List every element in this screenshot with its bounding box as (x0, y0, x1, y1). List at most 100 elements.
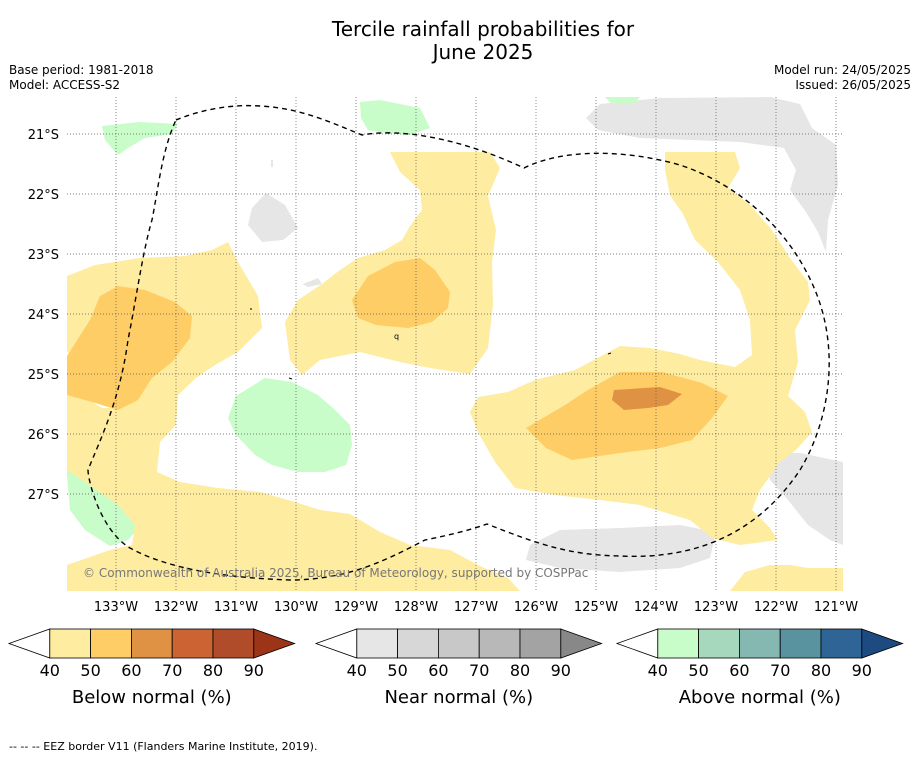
lon-label: 127°W (454, 600, 498, 615)
colorbar-segment (90, 628, 132, 659)
lon-label: 129°W (334, 600, 378, 615)
colorbar-segment (820, 628, 863, 659)
colorbar-segment (397, 628, 439, 659)
lat-label: 25°S (28, 368, 59, 383)
contour-speck (607, 352, 612, 355)
near-normal-region-south (526, 525, 716, 572)
lat-label: 27°S (28, 488, 59, 503)
colorbar-tick-label: 80 (203, 661, 223, 680)
colorbar-segment (130, 628, 173, 659)
lat-label: 24°S (28, 308, 59, 323)
probability-map: q © Commonwealth of Australia 2025, Bure… (7, 97, 904, 708)
near-normal-region-sw-dot (303, 278, 322, 287)
chart-title: Tercile rainfall probabilities for June … (0, 18, 919, 64)
above-normal-region-north (360, 100, 430, 135)
lon-label: 132°W (154, 600, 198, 615)
contour-label-q: q (394, 332, 399, 341)
near-normal-region-ne (586, 97, 838, 252)
colorbar-tick-label: 90 (551, 661, 571, 680)
eez-footer-note: -- -- -- EEZ border V11 (Flanders Marine… (9, 740, 318, 753)
colorbar-near: 40 50 60 70 80 90 Near normal (%) (314, 628, 603, 708)
colorbar-segment (171, 628, 214, 659)
above-normal-region-central (228, 378, 352, 472)
title-line-2: June 2025 (432, 40, 534, 64)
below-normal-region-east-peak (612, 387, 682, 410)
issued-label: Issued: 26/05/2025 (795, 78, 911, 92)
colorbar-segment (779, 628, 822, 659)
colorbar-segment (212, 628, 255, 659)
colorbar-tick-label: 60 (729, 661, 749, 680)
contour-speck (288, 377, 293, 380)
colorbar-tick-label: 90 (244, 661, 264, 680)
colorbar-above: 40 50 60 70 80 90 Above normal (%) (615, 628, 904, 708)
near-normal-region-nw (248, 193, 298, 242)
lat-label: 21°S (28, 128, 59, 143)
colorbar-title: Near normal (%) (384, 687, 533, 708)
colorbar-extend-low (7, 628, 51, 659)
colorbar-title: Below normal (%) (72, 687, 232, 708)
latitude-labels: 21°S 22°S 23°S 24°S 25°S 26°S 27°S (28, 128, 59, 503)
colorbar-segment (478, 628, 521, 659)
colorbar-tick-label: 70 (162, 661, 182, 680)
colorbars: 40 50 60 70 80 90 Below normal (%) 40 50 60 70 80 90… (7, 628, 904, 708)
colorbar-segment (519, 628, 562, 659)
colorbar-tick-label: 80 (510, 661, 530, 680)
lon-label: 121°W (814, 600, 858, 615)
colorbar-tick-label: 40 (40, 661, 60, 680)
colorbar-tick-label: 70 (770, 661, 790, 680)
below-normal-region-south-east (730, 565, 843, 591)
title-line-1: Tercile rainfall probabilities for (331, 17, 635, 41)
longitude-labels: 133°W 132°W 131°W 130°W 129°W 128°W 127°… (94, 600, 858, 615)
gridlines (67, 97, 843, 591)
colorbar-tick-label: 50 (688, 661, 708, 680)
above-normal-region-nw (102, 122, 178, 155)
colorbar-segment (698, 628, 740, 659)
model-run-label: Model run: 24/05/2025 (773, 63, 911, 77)
colorbar-segment (49, 628, 91, 659)
colorbar-extend-low (615, 628, 659, 659)
meta-left: Base period: 1981-2018 Model: ACCESS-S2 (9, 63, 154, 93)
colorbar-below: 40 50 60 70 80 90 Below normal (%) (7, 628, 296, 708)
lon-label: 124°W (634, 600, 678, 615)
lon-label: 128°W (394, 600, 438, 615)
colorbar-extend-high (861, 628, 904, 659)
colorbar-segment (356, 628, 398, 659)
model-label: Model: ACCESS-S2 (9, 78, 121, 92)
lon-label: 126°W (514, 600, 558, 615)
colorbar-extend-high (560, 628, 603, 659)
colorbar-tick-label: 50 (80, 661, 100, 680)
colorbar-tick-label: 90 (852, 661, 872, 680)
colorbar-title: Above normal (%) (679, 687, 841, 708)
colorbar-tick-label: 60 (428, 661, 448, 680)
lat-label: 26°S (28, 428, 59, 443)
below-normal-region-north-core (352, 258, 450, 328)
colorbar-extend-low (314, 628, 358, 659)
colorbar-tick-label: 40 (648, 661, 668, 680)
lon-label: 130°W (274, 600, 318, 615)
copyright-notice: © Commonwealth of Australia 2025, Bureau… (83, 566, 588, 580)
base-period-label: Base period: 1981-2018 (9, 63, 154, 77)
colorbar-segment (739, 628, 781, 659)
colorbar-segment (437, 628, 480, 659)
map-field: q © Commonwealth of Australia 2025, Bure… (67, 97, 843, 591)
colorbar-tick-label: 70 (469, 661, 489, 680)
colorbar-tick-label: 60 (121, 661, 141, 680)
lon-label: 133°W (94, 600, 138, 615)
lon-label: 131°W (214, 600, 258, 615)
colorbar-tick-label: 40 (347, 661, 367, 680)
lon-label: 122°W (754, 600, 798, 615)
lat-label: 23°S (28, 248, 59, 263)
lon-label: 123°W (694, 600, 738, 615)
colorbar-tick-label: 80 (811, 661, 831, 680)
lon-label: 125°W (574, 600, 618, 615)
lat-label: 22°S (28, 188, 59, 203)
meta-right: Model run: 24/05/2025 Issued: 26/05/2025 (774, 63, 911, 93)
below-normal-region-west-core (67, 286, 192, 410)
below-normal-region-east (470, 152, 812, 545)
colorbar-segment (657, 628, 699, 659)
colorbar-extend-high (253, 628, 296, 659)
colorbar-tick-label: 50 (387, 661, 407, 680)
near-normal-region-se (766, 453, 843, 545)
above-normal-region-top (605, 97, 640, 104)
eez-border (87, 104, 830, 581)
